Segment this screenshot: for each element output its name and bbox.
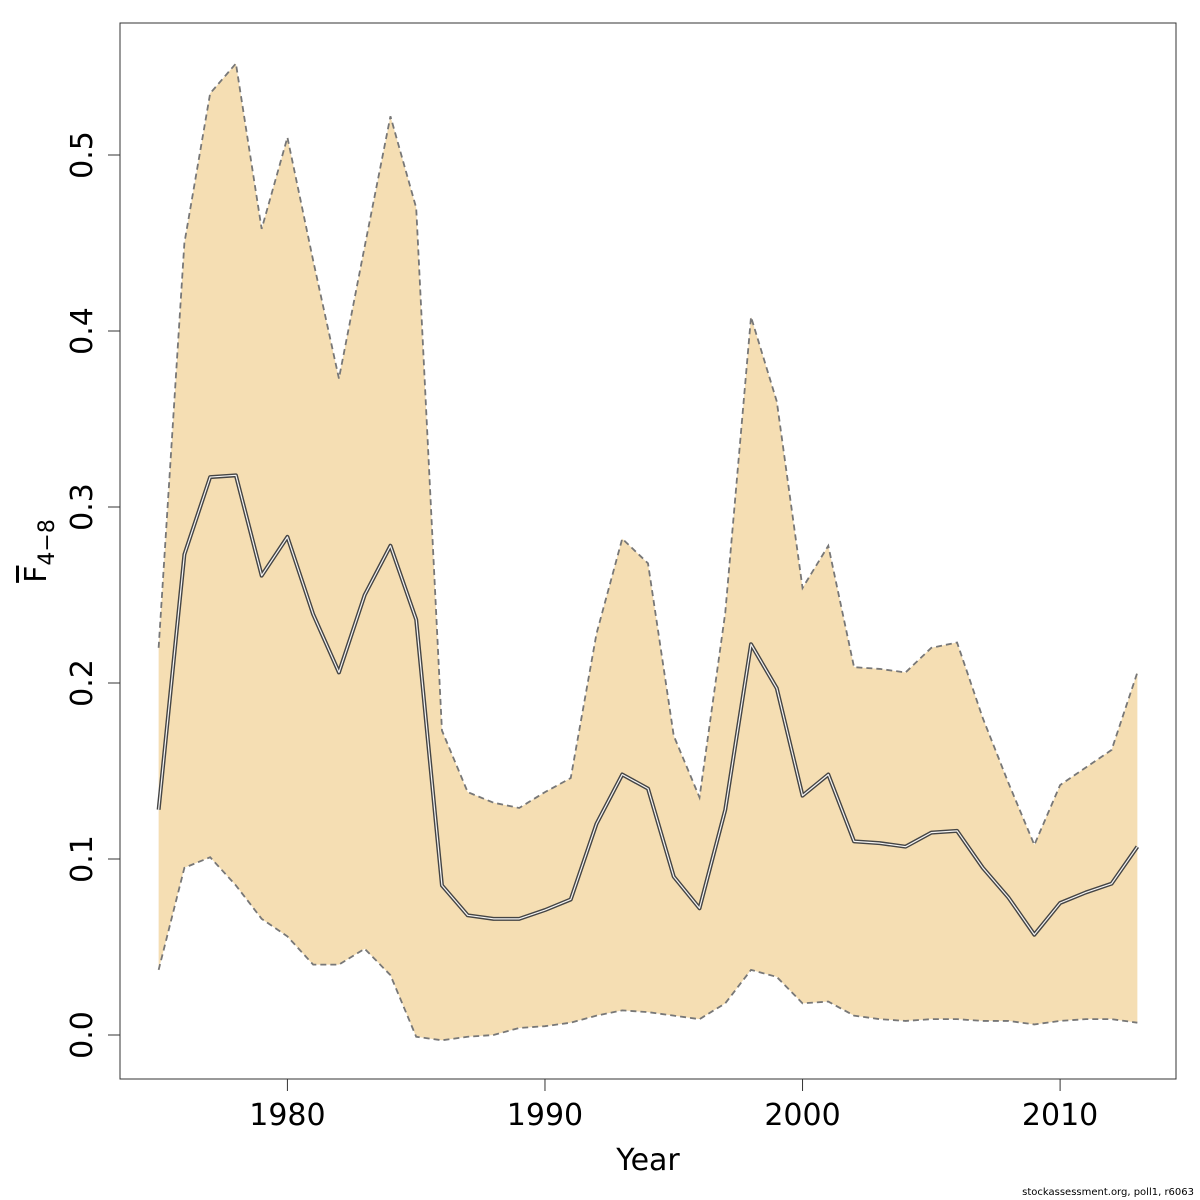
estimate-line [156,473,1140,937]
y-tick-label: 0.1 [65,835,100,883]
x-axis: 1980 1990 2000 2010 [249,1079,1098,1133]
x-tick-label: 2010 [1022,1098,1098,1133]
y-axis-title-main: F [19,566,54,583]
x-tick-label: 1990 [507,1098,583,1133]
y-tick-label: 0.4 [65,307,100,355]
y-axis: 0.0 0.1 0.2 0.3 0.4 0.5 [65,131,120,1059]
y-tick-label: 0.2 [65,659,100,707]
svg-text:F4−8: F4−8 [19,519,60,583]
y-axis-title: F4−8 [19,519,60,583]
credit-text: stockassessment.org, poll1, r6063 [1022,1187,1194,1198]
upper-bound-line [157,61,1139,848]
estimate-line-inner [158,474,1138,936]
x-tick-label: 2000 [764,1098,840,1133]
x-axis-title: Year [615,1143,680,1178]
y-tick-label: 0.0 [65,1011,100,1059]
confidence-bounds [157,61,1139,1042]
x-tick-label: 1980 [249,1098,325,1133]
y-tick-label: 0.3 [65,483,100,531]
confidence-band-area [158,63,1138,1041]
plot-frame [119,22,1177,1080]
y-axis-title-subscript: 4−8 [35,519,60,565]
lower-bound-line [157,856,1138,1042]
y-tick-label: 0.5 [65,131,100,179]
confidence-band [158,63,1138,1041]
